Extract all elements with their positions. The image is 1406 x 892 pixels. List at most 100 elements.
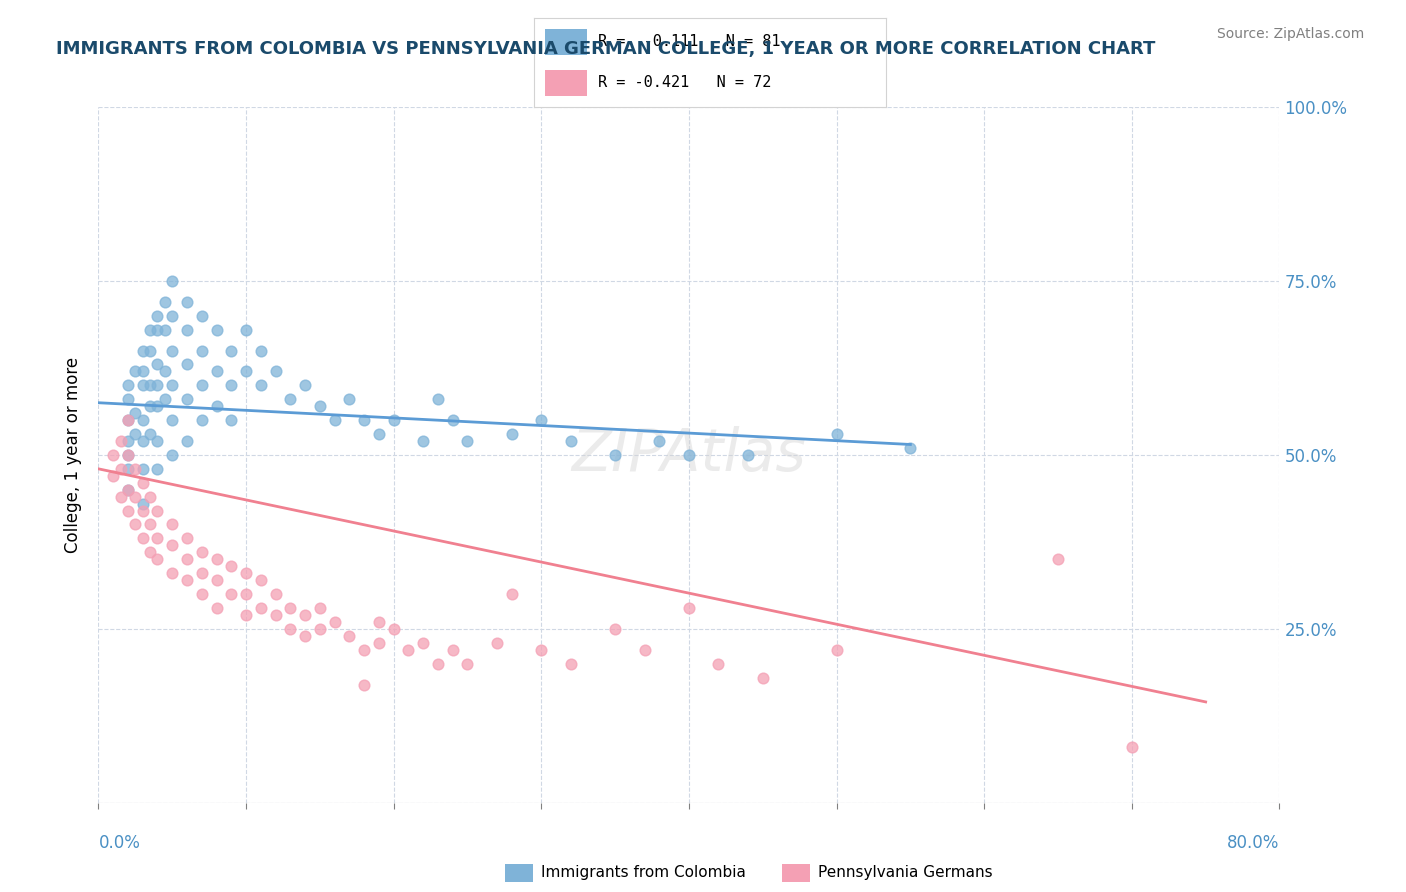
Point (456, 434, 478, 448)
Point (162, 566, 183, 581)
Point (153, 364, 176, 378)
Point (294, 607, 316, 622)
Point (441, 413, 464, 427)
Point (309, 399, 332, 413)
Point (139, 490, 162, 504)
Point (294, 629, 316, 643)
Point (219, 378, 242, 392)
Point (353, 642, 375, 657)
Point (900, 441, 922, 455)
Point (176, 532, 198, 546)
Point (132, 497, 155, 511)
Bar (505, 863, 533, 881)
Point (205, 552, 228, 566)
Point (117, 483, 139, 497)
Y-axis label: College, 1 year or more: College, 1 year or more (65, 357, 83, 553)
Point (235, 364, 257, 378)
Point (117, 392, 139, 407)
Point (633, 642, 655, 657)
Point (132, 413, 155, 427)
Point (139, 378, 162, 392)
Point (162, 413, 183, 427)
Point (132, 462, 155, 476)
Point (176, 434, 198, 448)
Point (191, 566, 214, 581)
Bar (544, 70, 586, 96)
Point (153, 392, 176, 407)
Point (191, 587, 214, 601)
Point (124, 490, 146, 504)
Point (146, 434, 169, 448)
Point (146, 358, 169, 372)
Point (110, 434, 132, 448)
Text: R =  -0.111   N = 81: R = -0.111 N = 81 (598, 35, 780, 49)
Point (382, 413, 405, 427)
Point (264, 587, 287, 601)
Point (530, 642, 553, 657)
Point (176, 392, 198, 407)
Point (139, 343, 162, 358)
Point (132, 364, 155, 378)
Point (323, 413, 346, 427)
Point (146, 323, 169, 337)
Point (124, 427, 146, 442)
Text: 0.0%: 0.0% (98, 834, 141, 852)
Point (353, 413, 375, 427)
Point (560, 657, 582, 671)
Point (219, 343, 242, 358)
Point (382, 622, 405, 636)
Point (412, 434, 434, 448)
Text: ZIPAtlas: ZIPAtlas (572, 426, 806, 483)
Point (117, 462, 139, 476)
Point (339, 629, 360, 643)
Point (396, 642, 419, 657)
Point (427, 657, 450, 671)
Point (205, 573, 228, 587)
Point (117, 503, 139, 517)
Point (560, 434, 582, 448)
Point (110, 462, 132, 476)
Point (264, 607, 287, 622)
Point (368, 615, 391, 629)
Point (441, 642, 464, 657)
Point (139, 427, 162, 442)
Text: Immigrants from Colombia: Immigrants from Colombia (541, 865, 747, 880)
Point (339, 392, 360, 407)
Point (191, 378, 214, 392)
Point (205, 601, 228, 615)
Point (124, 364, 146, 378)
Point (219, 587, 242, 601)
Point (751, 671, 773, 685)
Point (648, 434, 671, 448)
Bar (782, 863, 810, 881)
Point (278, 622, 302, 636)
Point (737, 448, 759, 462)
Point (176, 323, 198, 337)
Point (191, 309, 214, 323)
Point (678, 448, 700, 462)
Point (368, 636, 391, 650)
Point (605, 622, 627, 636)
Point (235, 587, 257, 601)
Point (132, 343, 155, 358)
Text: Pennsylvania Germans: Pennsylvania Germans (818, 865, 993, 880)
Point (103, 468, 125, 483)
Point (124, 462, 146, 476)
Point (219, 413, 242, 427)
Point (235, 323, 257, 337)
Point (191, 343, 214, 358)
Point (162, 538, 183, 552)
Point (707, 657, 730, 671)
Point (117, 378, 139, 392)
Point (117, 434, 139, 448)
Point (146, 552, 169, 566)
Point (264, 364, 287, 378)
Point (146, 309, 169, 323)
Point (353, 677, 375, 691)
Point (368, 427, 391, 442)
Point (205, 364, 228, 378)
Point (235, 566, 257, 581)
Point (139, 517, 162, 532)
Point (205, 399, 228, 413)
Point (124, 517, 146, 532)
